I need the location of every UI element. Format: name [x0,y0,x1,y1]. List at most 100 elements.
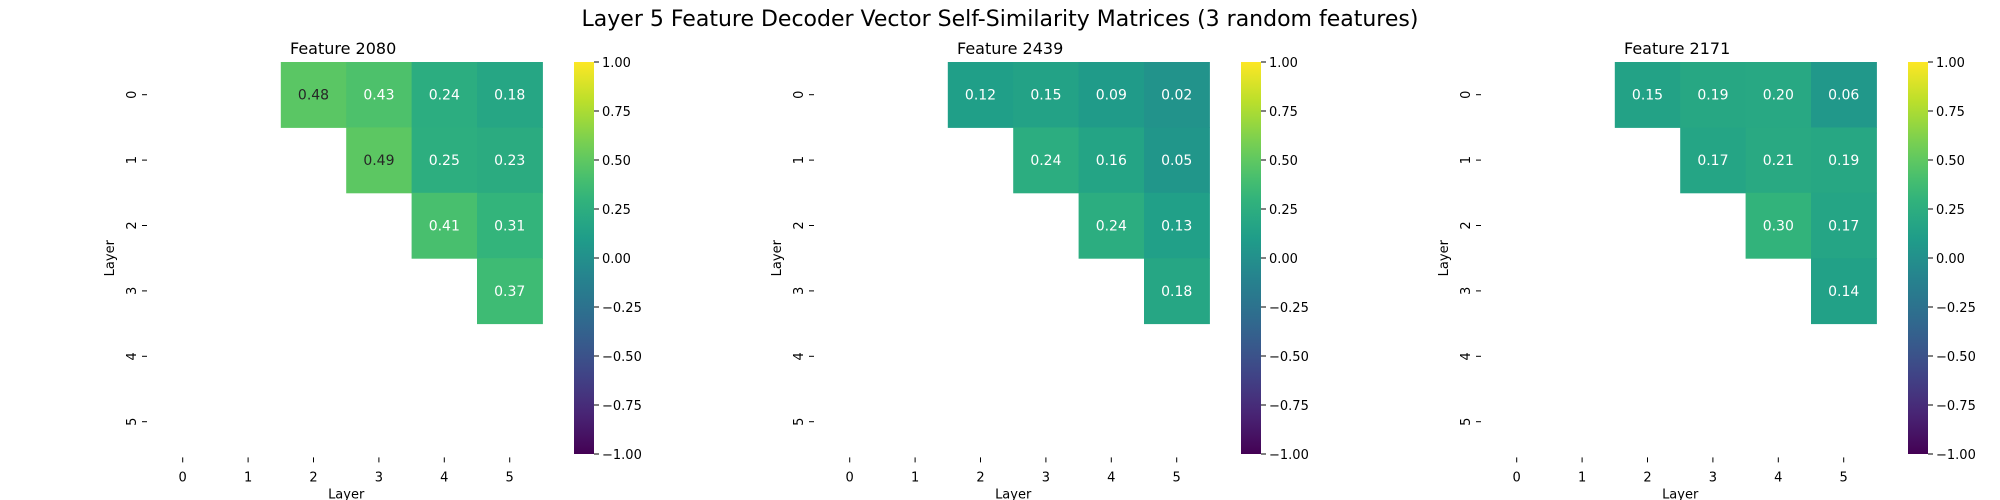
colorbar-tick-label: −1.00 [1269,448,1309,463]
heatmap-cell [1144,258,1210,325]
y-axis-label: Layer [770,239,785,276]
x-tick-label: 2 [976,470,984,485]
heatmap-panel-1: Feature 2080 0.48 0.43 0.24 0.18 0.49 0.25 0.23… [103,39,642,500]
x-tick-label: 3 [1042,470,1050,485]
cell-value-label: 0.19 [1697,88,1728,104]
colorbar [574,62,594,454]
colorbar-tick-label: 1.00 [1269,56,1298,71]
cell-value-label: 0.49 [363,153,394,169]
heatmap-cell [477,127,543,194]
heatmap-panel-2: Feature 2439 0.12 0.15 0.09 0.02 0.24 0.16 0.05… [770,39,1309,500]
cell-value-label: 0.19 [1828,153,1859,169]
y-axis-label: Layer [103,239,118,276]
x-tick-label: 4 [440,470,448,485]
heatmap-cell [1614,62,1681,128]
figure-title: Layer 5 Feature Decoder Vector Self-Simi… [582,7,1419,32]
colorbar-tick-label: 0.00 [1269,252,1298,267]
heatmap-cell [280,62,347,128]
cell-value-label: 0.43 [363,88,394,104]
heatmap-cell [1811,127,1877,194]
colorbar-tick-label: 0.75 [1269,105,1298,120]
cell-value-label: 0.15 [1030,88,1061,104]
colorbar-tick-label: −0.25 [602,301,642,316]
heatmap-cell [1680,62,1747,128]
y-tick-label: 4 [125,352,140,360]
cell-value-label: 0.23 [494,153,525,169]
heatmap-cell [1745,127,1812,194]
cell-value-label: 0.37 [494,284,525,300]
y-tick-label: 5 [125,418,140,426]
cell-value-label: 0.18 [494,88,525,104]
cell-value-label: 0.24 [1030,153,1061,169]
colorbar-tick-label: −0.50 [1936,350,1976,365]
cell-value-label: 0.48 [298,88,329,104]
colorbar-tick-label: 1.00 [1936,56,1965,71]
heatmap-cell [411,127,478,194]
colorbar-tick-label: −1.00 [602,448,642,463]
heatmap-cell [1013,127,1080,194]
heatmap-cell [1745,192,1812,259]
x-axis-label: Layer [328,487,365,500]
colorbar-tick-label: 0.75 [1936,105,1965,120]
x-tick-label: 0 [179,470,187,485]
y-tick-label: 0 [125,91,140,99]
y-tick-label: 3 [125,287,140,295]
heatmap-cell [411,192,478,259]
cell-value-label: 0.24 [1096,219,1127,235]
cell-value-label: 0.13 [1161,219,1192,235]
y-tick-label: 2 [125,221,140,229]
cell-value-label: 0.17 [1697,153,1728,169]
cell-value-label: 0.18 [1161,284,1192,300]
x-axis-label: Layer [995,487,1032,500]
y-tick-label: 5 [792,418,807,426]
colorbar-tick-label: 0.25 [1269,203,1298,218]
heatmap-cell [477,62,543,128]
y-tick-label: 0 [1459,91,1474,99]
heatmap-cell [411,62,478,128]
heatmap-cell [1078,127,1145,194]
cell-value-label: 0.12 [965,88,996,104]
colorbar-tick-label: 0.25 [1936,203,1965,218]
y-tick-label: 5 [1459,418,1474,426]
colorbar [1241,62,1261,454]
colorbar [1908,62,1928,454]
cell-value-label: 0.31 [494,219,525,235]
x-tick-label: 2 [1643,470,1651,485]
colorbar-tick-label: 0.00 [602,252,631,267]
cell-value-label: 0.21 [1763,153,1794,169]
colorbar-tick-label: 0.25 [602,203,631,218]
colorbar-tick-label: −0.25 [1269,301,1309,316]
cell-value-label: 0.20 [1763,88,1794,104]
colorbar-tick-label: 0.50 [1269,154,1298,169]
x-tick-label: 0 [846,470,854,485]
colorbar-tick-label: −0.75 [1936,399,1976,414]
cell-value-label: 0.17 [1828,219,1859,235]
x-tick-label: 0 [1513,470,1521,485]
cell-value-label: 0.05 [1161,153,1192,169]
colorbar-tick-label: 1.00 [602,56,631,71]
x-tick-label: 4 [1107,470,1115,485]
colorbar-tick-label: −0.75 [1269,399,1309,414]
heatmap-panel-3: Feature 2171 0.15 0.19 0.20 0.06 0.17 0.21 0.19… [1437,39,1976,500]
y-tick-label: 4 [1459,352,1474,360]
colorbar-tick-label: 0.00 [1936,252,1965,267]
x-tick-label: 2 [309,470,317,485]
heatmap-cell [1144,192,1210,259]
colorbar-tick-label: −0.75 [602,399,642,414]
panel-title: Feature 2439 [957,39,1063,58]
cell-value-label: 0.30 [1763,219,1794,235]
heatmap-cell [1144,62,1210,128]
x-tick-label: 5 [506,470,514,485]
colorbar-tick-label: 0.75 [602,105,631,120]
heatmap-cell [1745,62,1812,128]
cell-value-label: 0.15 [1632,88,1663,104]
heatmap-cell [477,258,543,325]
heatmap-cell [947,62,1014,128]
x-tick-label: 5 [1840,470,1848,485]
heatmap-cell [346,127,413,194]
x-tick-label: 3 [1709,470,1717,485]
y-tick-label: 1 [125,156,140,164]
x-tick-label: 5 [1173,470,1181,485]
heatmap-cell [346,62,413,128]
